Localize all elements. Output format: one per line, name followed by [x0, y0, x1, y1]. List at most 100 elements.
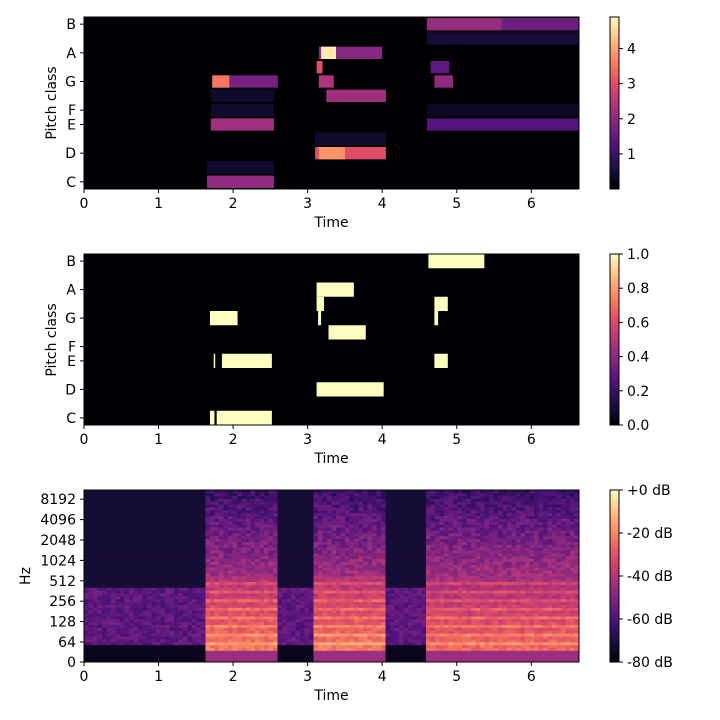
spectrogram-cell: [237, 504, 242, 508]
spectrogram-cell: [219, 593, 224, 597]
spectrogram-cell: [367, 558, 373, 562]
spectrogram-cell: [156, 501, 161, 505]
spectrogram-cell: [106, 590, 112, 594]
spectrogram-cell: [426, 584, 431, 588]
spectrogram-cell: [367, 593, 373, 597]
spectrogram-cell: [399, 524, 404, 528]
spectrogram-cell: [435, 507, 440, 511]
spectrogram-cell: [219, 616, 224, 620]
spectrogram-cell: [300, 610, 305, 614]
spectrogram-cell: [205, 604, 211, 608]
spectrogram-cell: [282, 578, 287, 583]
spectrogram-cell: [228, 535, 233, 540]
spectrogram-cell: [250, 535, 256, 540]
spectrogram-cell: [412, 490, 418, 494]
spectrogram-cell: [309, 550, 314, 554]
spectrogram-cell: [399, 596, 404, 600]
spectrogram-cell: [390, 515, 395, 519]
spectrogram-cell: [106, 641, 112, 646]
spectrogram-cell: [273, 659, 278, 663]
spectrogram-cell: [327, 584, 332, 588]
spectrogram-cell: [430, 621, 436, 626]
spectrogram-cell: [255, 535, 260, 540]
spectrogram-cell: [97, 644, 103, 648]
spectrogram-cell: [295, 627, 301, 631]
spectrogram-cell: [223, 653, 229, 657]
spectrogram-cell: [210, 656, 215, 660]
spectrogram-cell: [142, 570, 148, 574]
spectrogram-cell: [133, 567, 139, 571]
spectrogram-cell: [241, 538, 247, 542]
spectrogram-cell: [295, 596, 301, 600]
spectrogram-cell: [435, 584, 440, 588]
spectrogram-cell: [349, 607, 355, 611]
spectrogram-cell: [426, 587, 431, 591]
spectrogram-cell: [201, 633, 206, 637]
spectrogram-cell: [435, 601, 440, 605]
spectrogram-cell: [205, 504, 211, 508]
spectrogram-cell: [439, 581, 445, 585]
spectrogram-cell: [250, 561, 256, 565]
spectrogram-cell: [151, 598, 157, 603]
spectrogram-cell: [93, 584, 98, 588]
spectrogram-cell: [426, 621, 431, 626]
spectrogram-cell: [201, 495, 206, 499]
spectrogram-cell: [165, 558, 170, 562]
spectrogram-cell: [160, 639, 166, 643]
spectrogram-cell: [394, 561, 400, 565]
heatmap-cell: [318, 311, 322, 326]
spectrogram-cell: [286, 530, 292, 534]
y-tick-label: A: [66, 46, 76, 62]
spectrogram-cell: [295, 590, 301, 594]
spectrogram-cell: [124, 604, 130, 608]
spectrogram-cell: [201, 644, 206, 648]
spectrogram-cell: [282, 647, 287, 651]
spectrogram-cell: [286, 647, 292, 651]
spectrogram-cell: [219, 656, 224, 660]
spectrogram-cell: [138, 570, 143, 574]
colorbar-tick-label: 0.4: [627, 350, 649, 366]
spectrogram-cell: [394, 610, 400, 614]
spectrogram-cell: [345, 641, 350, 646]
spectrogram-cell: [151, 624, 157, 628]
spectrogram-cell: [97, 533, 103, 537]
spectrogram-cell: [160, 630, 166, 634]
spectrogram-cell: [259, 639, 265, 643]
spectrogram-cell: [174, 530, 179, 534]
spectrogram-cell: [390, 535, 395, 540]
spectrogram-cell: [223, 598, 229, 603]
spectrogram-cell: [336, 521, 341, 525]
spectrogram-cell: [417, 570, 422, 574]
spectrogram-cell: [201, 624, 206, 628]
spectrogram-cell: [142, 490, 148, 494]
spectrogram-cell: [295, 613, 301, 617]
spectrogram-cell: [313, 507, 319, 511]
spectrogram-cell: [300, 650, 305, 654]
spectrogram-cell: [412, 604, 418, 608]
spectrogram-cell: [300, 621, 305, 626]
spectrogram-cell: [273, 627, 278, 631]
spectrogram-cell: [102, 590, 107, 594]
spectrogram-cell: [93, 501, 98, 505]
heatmap-cell: [326, 89, 386, 102]
spectrogram-cell: [318, 650, 323, 654]
spectrogram-cell: [106, 639, 112, 643]
spectrogram-cell: [309, 564, 314, 568]
spectrogram-cell: [345, 521, 350, 525]
spectrogram-cell: [430, 596, 436, 600]
spectrogram-cell: [313, 601, 319, 605]
spectrogram-cell: [340, 584, 346, 588]
heatmap-cell: [316, 61, 323, 74]
spectrogram-cell: [318, 501, 323, 505]
spectrogram-cell: [304, 490, 310, 494]
spectrogram-cell: [93, 538, 98, 542]
spectrogram-cell: [129, 598, 134, 603]
spectrogram-cell: [138, 619, 143, 623]
spectrogram-cell: [165, 567, 170, 571]
spectrogram-cell: [210, 636, 215, 640]
spectrogram-cell: [196, 590, 202, 594]
spectrogram-cell: [205, 644, 211, 648]
spectrogram-cell: [93, 510, 98, 514]
spectrogram-cell: [241, 504, 247, 508]
spectrogram-cell: [408, 507, 413, 511]
